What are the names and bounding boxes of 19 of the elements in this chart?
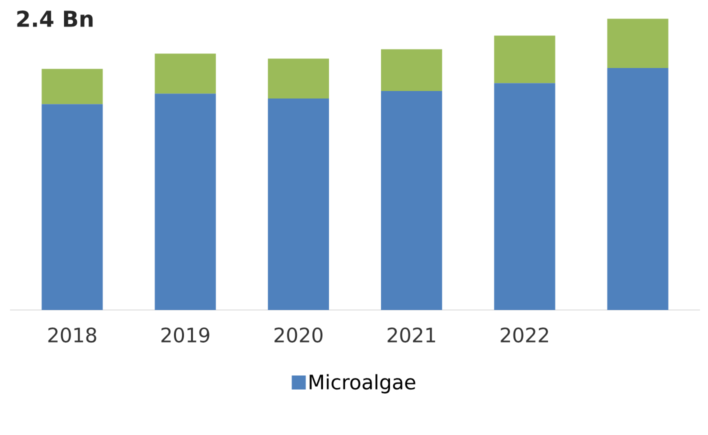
x-tick-label: 2022 — [500, 328, 548, 343]
bar — [42, 104, 103, 310]
bar — [607, 18, 668, 68]
x-tick-label: 2020 — [274, 328, 322, 343]
bar — [154, 54, 216, 94]
bar — [381, 90, 442, 310]
bar — [268, 98, 329, 310]
legend-label: Microalgae — [310, 374, 416, 394]
bar — [381, 49, 442, 91]
x-tick-label: 2021 — [388, 328, 436, 343]
annotation: 2.4 Bn — [17, 10, 93, 27]
bar — [494, 83, 556, 310]
bar — [42, 68, 103, 104]
x-tick-label: 2019 — [161, 328, 210, 343]
bar — [268, 58, 329, 99]
bar — [154, 94, 216, 310]
bar — [494, 36, 556, 84]
x-tick-label: 2018 — [48, 328, 96, 343]
bar — [607, 68, 668, 310]
